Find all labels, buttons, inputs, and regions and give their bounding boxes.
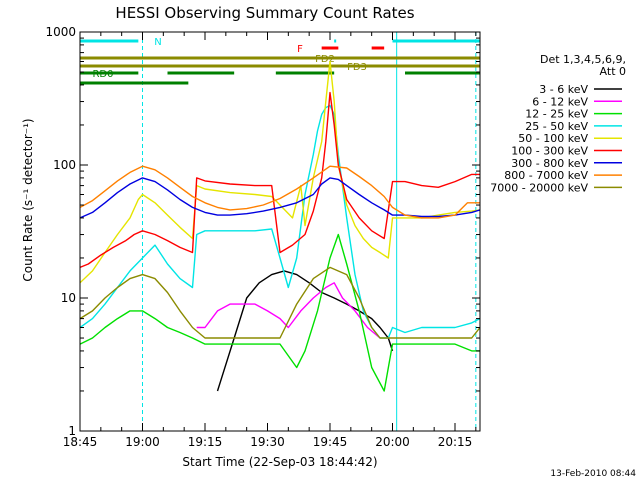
x-tick-label-5: 20:00 — [375, 435, 410, 449]
legend-label-8: 7000 - 20000 keV — [490, 181, 588, 194]
axes: 18:45 19:00 19:15 19:30 19:45 20:00 20:15 1 10 10… — [45, 25, 481, 449]
flag-label-fd2: FD2 — [315, 54, 335, 65]
series-line-5 — [80, 91, 480, 269]
series-line-0 — [216, 270, 394, 392]
series-line-4 — [80, 60, 480, 284]
flag-label-rd0: RD0 — [92, 69, 113, 80]
flag-label-f: F — [297, 44, 303, 55]
plot-area: N F FD2 FD3 RD0 RD6 — [60, 32, 480, 431]
plot-frame — [79, 31, 481, 432]
y-tick-label-2: 100 — [53, 158, 76, 172]
date-stamp: 13-Feb-2010 08:44 — [550, 469, 636, 479]
chart-title: HESSI Observing Summary Count Rates — [115, 4, 414, 22]
x-tick-label-3: 19:30 — [250, 435, 285, 449]
x-tick-label-1: 19:00 — [125, 435, 160, 449]
x-tick-label-4: 19:45 — [313, 435, 348, 449]
flag-label-rd6: RD6 — [60, 79, 81, 90]
legend-header-1: Att 0 — [600, 65, 626, 78]
legend-label-0: 3 - 6 keV — [539, 83, 588, 96]
series-line-3 — [80, 104, 480, 339]
x-tick-label-6: 20:15 — [438, 435, 473, 449]
series-line-6 — [80, 177, 480, 219]
series-line-7 — [80, 165, 480, 219]
legend-label-4: 50 - 100 keV — [518, 132, 588, 145]
y-axis-label: Count Rate (s⁻¹ detector⁻¹) — [21, 118, 35, 281]
legend-label-5: 100 - 300 keV — [511, 145, 588, 158]
y-tick-label-0: 1 — [68, 424, 76, 438]
legend-label-7: 800 - 7000 keV — [504, 169, 588, 182]
x-tick-label-2: 19:15 — [188, 435, 223, 449]
legend-label-1: 6 - 12 keV — [532, 95, 588, 108]
x-tick-label-0: 18:45 — [63, 435, 98, 449]
legend-label-3: 25 - 50 keV — [525, 120, 588, 133]
legend-label-6: 300 - 800 keV — [511, 157, 588, 170]
legend-header-0: Det 1,3,4,5,6,9, — [540, 53, 626, 66]
series-line-1 — [196, 282, 381, 339]
legend-label-2: 12 - 25 keV — [525, 108, 588, 121]
flag-label-n: N — [154, 37, 161, 48]
flag-label-fd3: FD3 — [347, 62, 367, 73]
x-axis-label: Start Time (22-Sep-03 18:44:42) — [182, 455, 377, 469]
series-line-2 — [80, 233, 480, 392]
y-tick-label-1: 10 — [61, 291, 76, 305]
series-line-8 — [80, 266, 480, 339]
y-tick-label-3: 1000 — [45, 25, 76, 39]
